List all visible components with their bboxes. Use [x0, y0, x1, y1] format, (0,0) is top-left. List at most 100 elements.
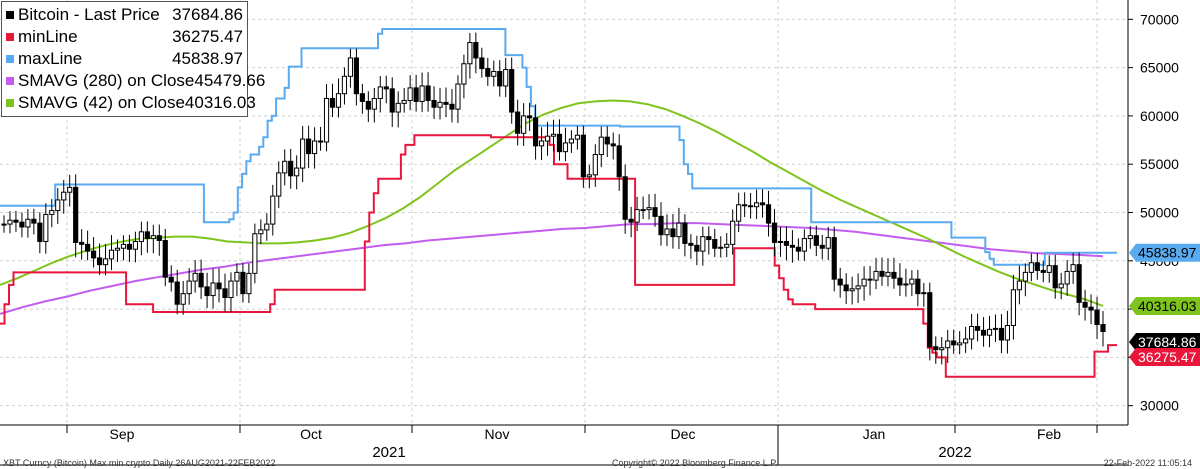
candle-body	[174, 281, 180, 305]
footer-timestamp: 22-Feb-2022 11:05:14	[1103, 458, 1192, 468]
candle	[1082, 289, 1088, 321]
candle	[712, 228, 718, 257]
candle	[437, 87, 443, 120]
candle-body	[264, 223, 270, 231]
candle-body	[951, 340, 957, 346]
candle-body	[61, 191, 67, 201]
candle-body	[294, 167, 300, 177]
candle	[126, 234, 133, 262]
y-tick-label: 60000	[1140, 108, 1179, 124]
candle-body	[604, 136, 610, 145]
candle	[102, 244, 109, 276]
candle	[168, 265, 174, 292]
x-month-label: Oct	[300, 426, 322, 442]
candle	[174, 269, 180, 315]
candle	[13, 210, 19, 232]
x-year-label: 2022	[938, 444, 971, 461]
candle	[521, 103, 527, 146]
candle	[652, 193, 658, 227]
candle	[347, 48, 354, 88]
x-year-label: 2021	[372, 444, 405, 461]
candle	[622, 164, 628, 234]
candle-body	[1, 223, 7, 226]
candle-body	[1082, 301, 1088, 308]
candle	[240, 262, 246, 303]
candle-body	[1046, 265, 1052, 273]
candle	[586, 164, 592, 189]
candle	[79, 229, 85, 260]
candle-body	[270, 195, 276, 225]
legend-swatch	[6, 77, 14, 85]
candle-body	[437, 101, 443, 108]
candle-body	[837, 278, 843, 286]
legend-entry: maxLine 45838.97	[6, 48, 243, 70]
candle	[753, 189, 760, 220]
candle-body	[897, 277, 903, 286]
candle	[120, 235, 127, 261]
candle	[980, 317, 987, 347]
candle-body	[544, 135, 551, 142]
x-month-label: Nov	[485, 426, 510, 442]
candle	[73, 174, 79, 258]
candle	[1052, 254, 1058, 299]
last-value-label: 37684.86	[1129, 333, 1200, 351]
candle-body	[730, 220, 736, 245]
candle	[25, 209, 31, 238]
candle	[210, 268, 216, 309]
candle-body	[915, 278, 921, 295]
candle-body	[180, 293, 186, 305]
candle-body	[85, 243, 91, 252]
candle	[204, 272, 210, 309]
legend-swatch	[6, 99, 14, 107]
candle-body	[909, 278, 915, 285]
candle	[634, 196, 640, 232]
candle	[801, 229, 807, 261]
candle-body	[921, 292, 927, 295]
candle-body	[718, 246, 724, 249]
legend-entry: SMAVG (42) on Close 40316.03	[6, 92, 256, 114]
candle	[258, 219, 264, 245]
candle-body	[383, 86, 389, 90]
candle-body	[108, 249, 115, 260]
candle	[7, 211, 13, 234]
candle-body	[353, 57, 359, 95]
candle-body	[252, 233, 258, 274]
last-value-text: 36275.47	[1138, 349, 1197, 365]
candle	[855, 273, 861, 304]
candle	[192, 259, 198, 293]
candle-body	[831, 237, 837, 280]
candle	[491, 60, 497, 87]
candle	[264, 213, 270, 241]
candle	[897, 263, 903, 297]
candle-body	[132, 240, 138, 250]
last-value-tag	[1129, 333, 1200, 351]
candle	[777, 226, 784, 257]
candle	[544, 122, 551, 156]
candle	[837, 267, 843, 298]
minline-series	[0, 134, 1117, 378]
legend-name: minLine	[18, 27, 78, 46]
candle-body	[168, 276, 174, 283]
last-value-text: 37684.86	[1138, 334, 1197, 350]
candle-body	[240, 271, 246, 295]
candle-body	[144, 231, 150, 240]
candle	[748, 192, 754, 219]
candle	[789, 230, 796, 263]
candle-body	[1004, 325, 1011, 341]
candle-body	[323, 98, 330, 143]
candle-body	[371, 98, 377, 110]
candle	[879, 257, 885, 286]
candle	[162, 228, 168, 287]
candle-body	[13, 219, 19, 223]
candle	[198, 259, 204, 299]
candle-body	[646, 207, 652, 211]
candle-body	[694, 244, 700, 252]
candle-body	[114, 247, 121, 251]
candle	[306, 125, 312, 169]
candle-body	[939, 347, 945, 351]
candle-body	[873, 270, 879, 281]
candle	[986, 315, 993, 348]
candle	[335, 78, 342, 118]
candle-body	[43, 213, 49, 242]
last-value-label: 36275.47	[1129, 348, 1200, 366]
